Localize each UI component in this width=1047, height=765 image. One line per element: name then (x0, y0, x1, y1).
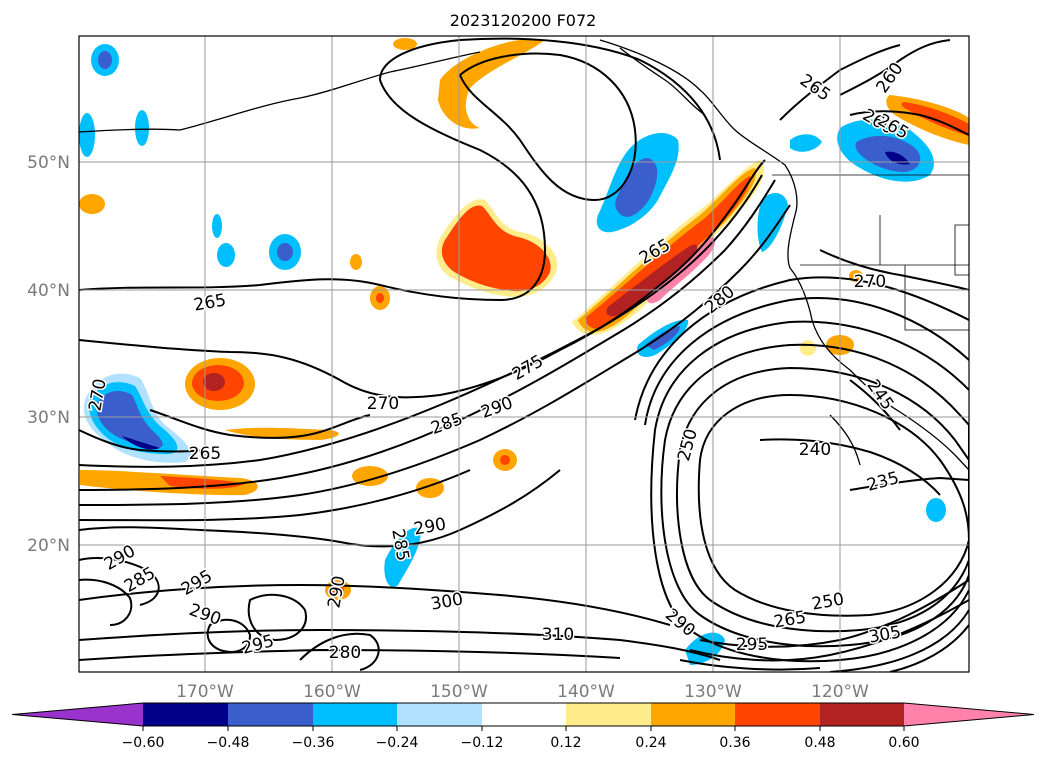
lat-label: 20°N (27, 536, 70, 556)
colorbar-segment (143, 703, 228, 726)
cold-blob-south (384, 527, 421, 588)
colorbar-segment (482, 703, 566, 726)
map-title: 2023120200 F072 (450, 11, 597, 30)
contour-ring-3 (660, 343, 969, 648)
colorbar-tick-label: 0.48 (804, 735, 835, 751)
latitude-labels: 20°N 30°N 40°N 50°N (27, 153, 70, 556)
colorbar-segment (820, 703, 904, 726)
lon-label: 130°W (684, 682, 742, 702)
warm-blob-central (441, 205, 551, 292)
contour-line-closed-low (458, 52, 637, 202)
lon-label: 140°W (557, 682, 615, 702)
colorbar-tick-label: 0.24 (635, 735, 666, 751)
colorbar-segment (735, 703, 820, 726)
cold-blob-small-3 (79, 113, 95, 157)
cold-blob-west-inner (96, 390, 163, 448)
map-frame (78, 35, 970, 673)
lat-label: 50°N (27, 153, 70, 173)
colorbar-tick-label: 0.36 (719, 735, 750, 751)
colorbar-tick-label: 0.12 (550, 735, 581, 751)
colorbar-segment (566, 703, 651, 726)
contour-label: 295 (736, 635, 768, 655)
contour-label: 265 (189, 444, 221, 464)
contour-line-285 (79, 179, 776, 491)
lon-label: 150°W (430, 682, 488, 702)
contour-label: 270 (854, 272, 886, 292)
lon-label: 170°W (176, 682, 234, 702)
lon-label: 120°W (811, 682, 869, 702)
colorbar-segment (228, 703, 313, 726)
colorbar-tick-label: −0.12 (461, 735, 504, 751)
colorbar-segment (397, 703, 482, 726)
colorbar-segment (651, 703, 735, 726)
jet-streak-dark (606, 244, 698, 317)
contour-label: 280 (329, 643, 361, 663)
map-area: 265 2602652602652652702802752702852902702… (79, 36, 969, 672)
contour-line-265-west (149, 409, 371, 439)
contour-line-310 (79, 628, 721, 661)
contour-line-270 (79, 159, 766, 399)
lat-label: 40°N (27, 281, 70, 301)
longitude-labels: 170°W 160°W 150°W 140°W 130°W 120°W (176, 682, 869, 702)
borders (772, 174, 969, 331)
contour-label: 270 (367, 394, 399, 414)
colorbar-tick-label: −0.36 (292, 735, 335, 751)
contour-line-235 (849, 476, 969, 491)
lat-label: 30°N (27, 408, 70, 428)
contour-line-300 (79, 583, 671, 626)
colorbar-tick-label: −0.24 (376, 735, 419, 751)
colorbar: −0.60 −0.48 −0.36 −0.24 −0.12 0.12 0.24 0.36 0.4… (11, 702, 1035, 751)
gridlines (79, 36, 969, 672)
contour-line-290 (79, 204, 791, 506)
contour-line-275 (79, 174, 763, 468)
contour-ring-2 (676, 366, 969, 633)
colorbar-segment (313, 703, 397, 726)
contour-line-265-north (79, 37, 721, 302)
colorbar-extend-high (904, 703, 1034, 726)
colorbar-tick-label: −0.48 (207, 735, 250, 751)
contour-line-280-south (299, 632, 380, 671)
contour-lines (79, 37, 969, 672)
warm-crescent-north (438, 40, 545, 129)
colorbar-tick-label: 0.60 (888, 735, 919, 751)
lon-label: 160°W (303, 682, 361, 702)
contour-label: 240 (799, 440, 831, 460)
coastlines (79, 39, 969, 471)
colorbar-tick-label: −0.60 (122, 735, 165, 751)
contour-label: 310 (542, 625, 574, 645)
colorbar-extend-low (12, 703, 143, 726)
